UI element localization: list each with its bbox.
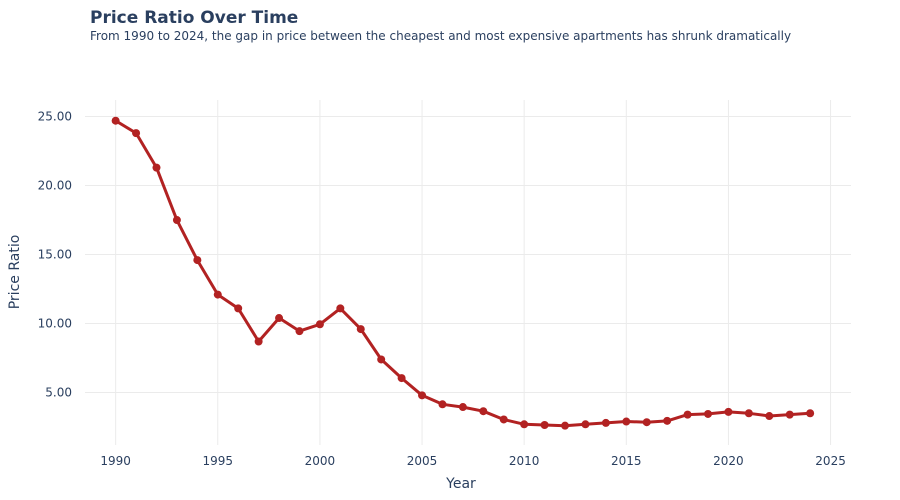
data-point[interactable] [193, 256, 202, 265]
data-point[interactable] [315, 320, 324, 329]
data-point[interactable] [132, 129, 141, 138]
data-point[interactable] [336, 304, 345, 313]
data-point[interactable] [499, 415, 508, 424]
data-point[interactable] [785, 410, 794, 419]
data-point[interactable] [581, 420, 590, 429]
data-point[interactable] [724, 407, 733, 416]
y-axis-title: Price Ratio [7, 235, 23, 310]
data-point[interactable] [172, 216, 181, 225]
data-point[interactable] [377, 355, 386, 364]
data-point[interactable] [520, 420, 529, 429]
data-point[interactable] [234, 304, 243, 313]
data-point[interactable] [418, 391, 427, 400]
y-tick-label: 15.00 [38, 248, 72, 262]
chart-title: Price Ratio Over Time [90, 8, 299, 28]
x-tick-label: 1990 [100, 454, 131, 468]
data-point[interactable] [356, 325, 365, 334]
data-point[interactable] [254, 337, 263, 346]
data-point[interactable] [622, 417, 631, 426]
y-tick-label: 5.00 [45, 386, 72, 400]
x-tick-label: 2000 [305, 454, 336, 468]
y-tick-label: 10.00 [38, 317, 72, 331]
data-point[interactable] [479, 407, 488, 416]
data-point[interactable] [540, 420, 549, 429]
x-tick-label: 1995 [202, 454, 233, 468]
data-point[interactable] [152, 163, 161, 172]
data-point[interactable] [642, 418, 651, 427]
data-point[interactable] [601, 418, 610, 427]
data-point[interactable] [806, 409, 815, 418]
data-point[interactable] [561, 421, 570, 430]
x-tick-label: 2015 [611, 454, 642, 468]
data-point[interactable] [765, 412, 774, 421]
x-axis-title: Year [445, 476, 476, 492]
chart-subtitle: From 1990 to 2024, the gap in price betw… [90, 29, 792, 43]
x-tick-label: 2020 [713, 454, 744, 468]
series-line [114, 119, 812, 428]
data-point[interactable] [397, 374, 406, 383]
data-point[interactable] [663, 416, 672, 425]
y-tick-label: 25.00 [38, 110, 72, 124]
data-point[interactable] [458, 403, 467, 412]
x-tick-labels: 1990 1995 2000 2005 2010 2015 2020 2025 [100, 454, 845, 468]
data-point[interactable] [704, 409, 713, 418]
grid-lines [85, 100, 851, 445]
data-point[interactable] [213, 290, 222, 299]
data-point[interactable] [683, 410, 692, 419]
x-tick-label: 2005 [407, 454, 438, 468]
series-layer [111, 116, 815, 430]
data-point[interactable] [744, 409, 753, 418]
y-tick-labels: 5.00 10.00 15.00 20.00 25.00 [38, 110, 72, 400]
y-tick-label: 20.00 [38, 179, 72, 193]
x-tick-label: 2025 [815, 454, 846, 468]
data-point[interactable] [438, 400, 447, 409]
data-point[interactable] [111, 116, 120, 125]
x-tick-label: 2010 [509, 454, 540, 468]
data-point[interactable] [295, 327, 304, 336]
data-point[interactable] [275, 314, 284, 323]
